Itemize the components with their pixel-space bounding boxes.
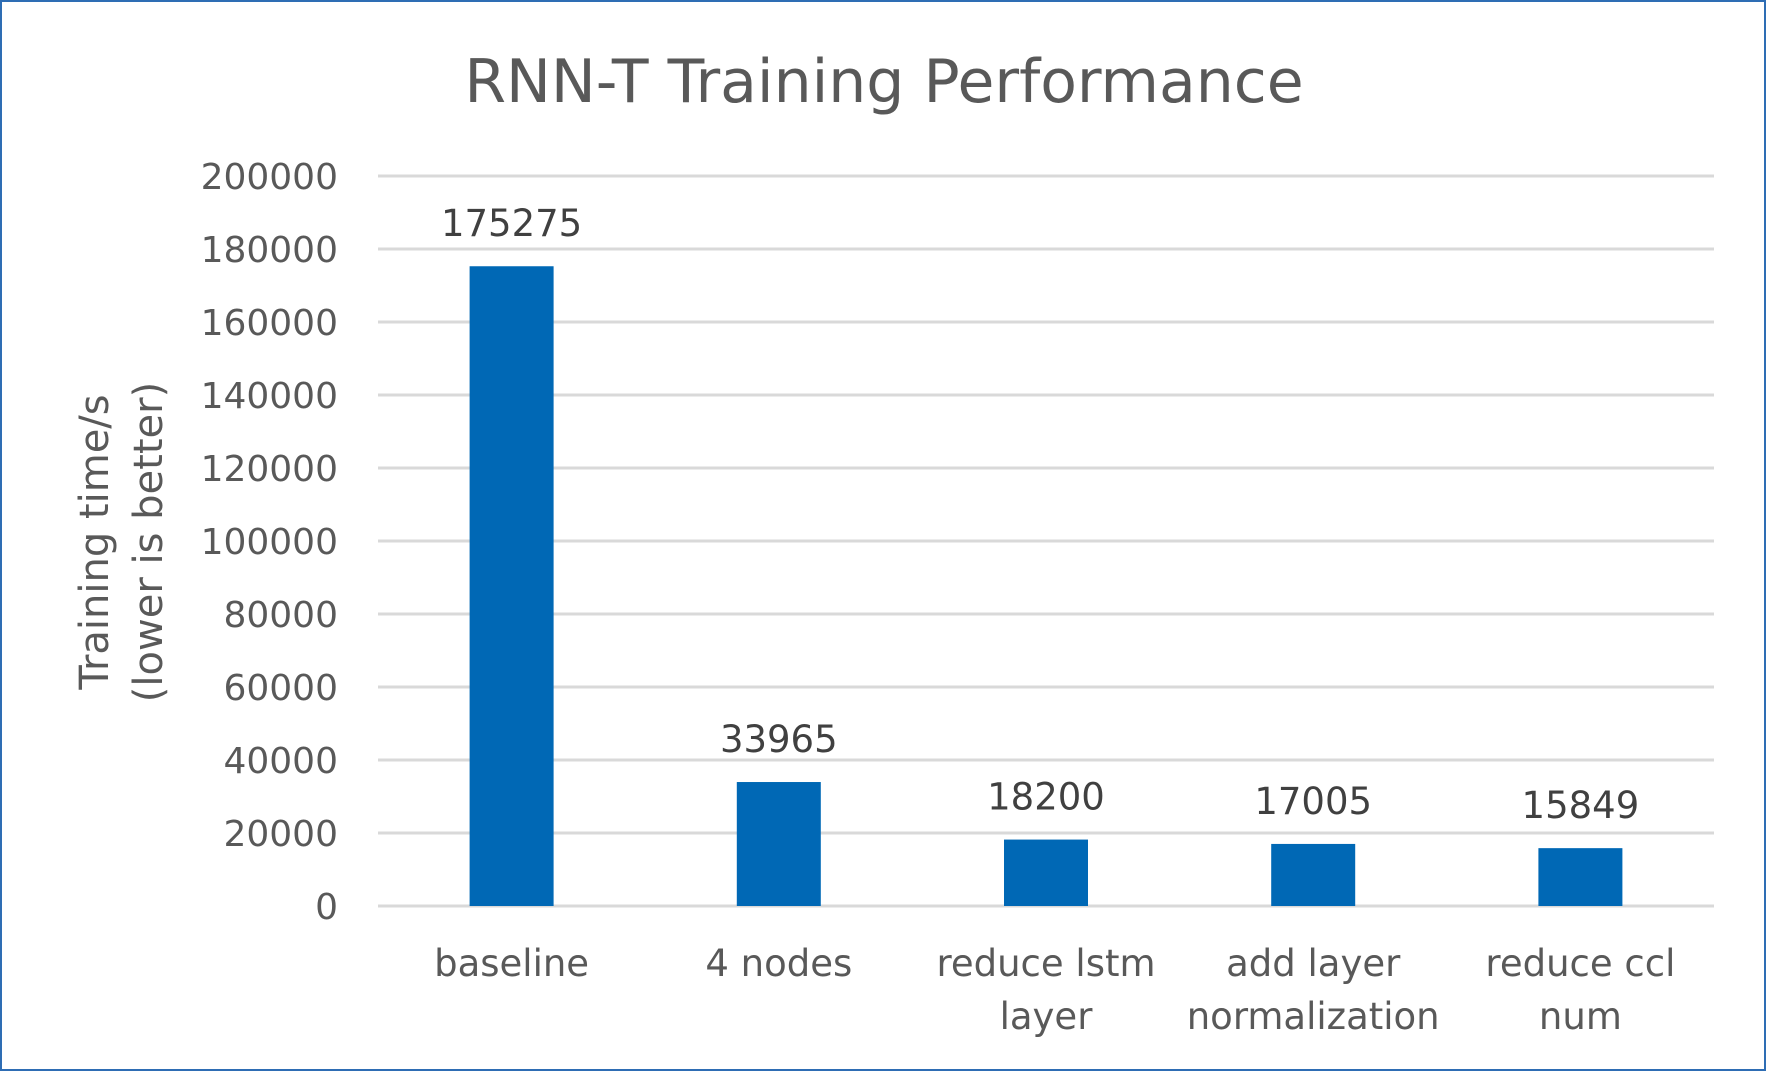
bar bbox=[736, 782, 821, 906]
chart-title: RNN-T Training Performance bbox=[464, 47, 1303, 117]
y-axis-title-line: (lower is better) bbox=[126, 382, 172, 702]
y-tick-label: 20000 bbox=[223, 814, 338, 855]
data-label: 175275 bbox=[441, 202, 582, 245]
y-axis-ticks: 0 20000 40000 60000 80000 100000 120000 140000 1… bbox=[201, 157, 338, 928]
category-label: reduce ccl bbox=[1485, 942, 1675, 985]
data-label: 15849 bbox=[1522, 784, 1640, 827]
y-tick-label: 160000 bbox=[201, 303, 338, 344]
category-label: num bbox=[1539, 995, 1622, 1038]
category-label: 4 nodes bbox=[705, 942, 852, 985]
y-tick-label: 120000 bbox=[201, 449, 338, 490]
y-tick-label: 100000 bbox=[201, 522, 338, 563]
y-tick-label: 40000 bbox=[223, 741, 338, 782]
category-label: reduce lstm bbox=[936, 942, 1155, 985]
data-label: 18200 bbox=[987, 776, 1105, 819]
y-tick-label: 180000 bbox=[201, 230, 338, 271]
bars bbox=[469, 266, 1623, 907]
data-label: 33965 bbox=[720, 718, 838, 761]
data-labels: 175275 33965 18200 17005 15849 bbox=[441, 202, 1639, 827]
data-label: 17005 bbox=[1254, 780, 1372, 823]
gridlines bbox=[378, 174, 1714, 908]
y-tick-label: 140000 bbox=[201, 376, 338, 417]
y-axis-title: Training time/s (lower is better) bbox=[72, 382, 172, 702]
bar bbox=[469, 266, 554, 907]
bar bbox=[1004, 839, 1088, 906]
category-label: normalization bbox=[1187, 995, 1440, 1038]
category-label: layer bbox=[1000, 995, 1094, 1038]
y-tick-label: 0 bbox=[315, 887, 338, 928]
bar bbox=[1538, 848, 1623, 906]
y-tick-label: 80000 bbox=[223, 595, 338, 636]
x-axis-categories: baseline 4 nodes reduce lstm layer add layer… bbox=[434, 942, 1675, 1038]
category-label: add layer bbox=[1226, 942, 1401, 985]
category-label: baseline bbox=[434, 942, 589, 985]
y-tick-label: 60000 bbox=[223, 668, 338, 709]
y-tick-label: 200000 bbox=[201, 157, 338, 198]
bar bbox=[1271, 843, 1356, 906]
y-axis-title-line: Training time/s bbox=[72, 394, 118, 690]
